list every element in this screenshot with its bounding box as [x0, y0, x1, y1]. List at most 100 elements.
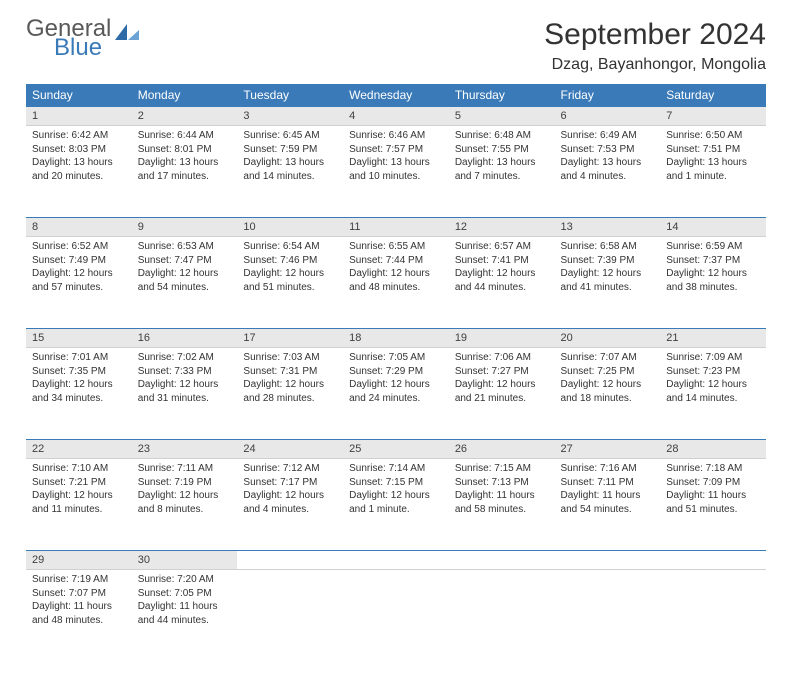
- sunset-line: Sunset: 8:01 PM: [138, 143, 232, 157]
- sunrise-line: Sunrise: 7:10 AM: [32, 462, 126, 476]
- sunset-line: Sunset: 7:07 PM: [32, 587, 126, 601]
- weekday-header: Tuesday: [237, 84, 343, 107]
- sunset-line: Sunset: 7:29 PM: [349, 365, 443, 379]
- day-number: 8: [26, 218, 132, 236]
- daylight-line: Daylight: 11 hours and 54 minutes.: [561, 489, 655, 516]
- day-number: 19: [449, 329, 555, 347]
- page-location: Dzag, Bayanhongor, Mongolia: [544, 56, 766, 74]
- sunrise-line: Sunrise: 6:52 AM: [32, 240, 126, 254]
- daylight-line: Daylight: 12 hours and 8 minutes.: [138, 489, 232, 516]
- day-content: Sunrise: 7:16 AMSunset: 7:11 PMDaylight:…: [555, 459, 661, 550]
- daylight-line: Daylight: 12 hours and 21 minutes.: [455, 378, 549, 405]
- daylight-line: Daylight: 12 hours and 1 minute.: [349, 489, 443, 516]
- sunset-line: Sunset: 7:47 PM: [138, 254, 232, 268]
- day-number: 30: [132, 551, 238, 569]
- sunset-line: Sunset: 7:55 PM: [455, 143, 549, 157]
- sunrise-line: Sunrise: 6:49 AM: [561, 129, 655, 143]
- day-content: Sunrise: 6:55 AMSunset: 7:44 PMDaylight:…: [343, 237, 449, 328]
- day-content: Sunrise: 7:09 AMSunset: 7:23 PMDaylight:…: [660, 348, 766, 439]
- day-number: 25: [343, 440, 449, 458]
- sunset-line: Sunset: 7:09 PM: [666, 476, 760, 490]
- day-number: 11: [343, 218, 449, 236]
- sunset-line: Sunset: 7:53 PM: [561, 143, 655, 157]
- day-content: Sunrise: 6:49 AMSunset: 7:53 PMDaylight:…: [555, 126, 661, 217]
- sunset-line: Sunset: 7:49 PM: [32, 254, 126, 268]
- sunrise-line: Sunrise: 7:15 AM: [455, 462, 549, 476]
- sunset-line: Sunset: 7:21 PM: [32, 476, 126, 490]
- daylight-line: Daylight: 12 hours and 38 minutes.: [666, 267, 760, 294]
- day-content: Sunrise: 6:44 AMSunset: 8:01 PMDaylight:…: [132, 126, 238, 217]
- sunset-line: Sunset: 8:03 PM: [32, 143, 126, 157]
- sunset-line: Sunset: 7:19 PM: [138, 476, 232, 490]
- sunrise-line: Sunrise: 7:19 AM: [32, 573, 126, 587]
- daylight-line: Daylight: 12 hours and 51 minutes.: [243, 267, 337, 294]
- sunrise-line: Sunrise: 6:55 AM: [349, 240, 443, 254]
- day-content: Sunrise: 7:15 AMSunset: 7:13 PMDaylight:…: [449, 459, 555, 550]
- day-number: 13: [555, 218, 661, 236]
- sunrise-line: Sunrise: 7:07 AM: [561, 351, 655, 365]
- day-content: Sunrise: 6:54 AMSunset: 7:46 PMDaylight:…: [237, 237, 343, 328]
- day-content: Sunrise: 7:19 AMSunset: 7:07 PMDaylight:…: [26, 570, 132, 661]
- weekday-header: Sunday: [26, 84, 132, 107]
- sunset-line: Sunset: 7:13 PM: [455, 476, 549, 490]
- day-content: Sunrise: 6:45 AMSunset: 7:59 PMDaylight:…: [237, 126, 343, 217]
- daylight-line: Daylight: 13 hours and 1 minute.: [666, 156, 760, 183]
- day-number: 7: [660, 107, 766, 125]
- sunset-line: Sunset: 7:59 PM: [243, 143, 337, 157]
- day-number: 10: [237, 218, 343, 236]
- daylight-line: Daylight: 12 hours and 24 minutes.: [349, 378, 443, 405]
- sunset-line: Sunset: 7:35 PM: [32, 365, 126, 379]
- day-number: 12: [449, 218, 555, 236]
- day-number: 17: [237, 329, 343, 347]
- sunset-line: Sunset: 7:27 PM: [455, 365, 549, 379]
- day-content: Sunrise: 6:46 AMSunset: 7:57 PMDaylight:…: [343, 126, 449, 217]
- sunrise-line: Sunrise: 6:54 AM: [243, 240, 337, 254]
- sunrise-line: Sunrise: 6:46 AM: [349, 129, 443, 143]
- day-content: Sunrise: 6:59 AMSunset: 7:37 PMDaylight:…: [660, 237, 766, 328]
- daylight-line: Daylight: 12 hours and 41 minutes.: [561, 267, 655, 294]
- calendar-table: SundayMondayTuesdayWednesdayThursdayFrid…: [26, 84, 766, 661]
- sunrise-line: Sunrise: 6:59 AM: [666, 240, 760, 254]
- daylight-line: Daylight: 12 hours and 14 minutes.: [666, 378, 760, 405]
- sunset-line: Sunset: 7:46 PM: [243, 254, 337, 268]
- weekday-header: Wednesday: [343, 84, 449, 107]
- day-number: 3: [237, 107, 343, 125]
- daylight-line: Daylight: 13 hours and 17 minutes.: [138, 156, 232, 183]
- day-content: Sunrise: 7:18 AMSunset: 7:09 PMDaylight:…: [660, 459, 766, 550]
- day-content: Sunrise: 6:53 AMSunset: 7:47 PMDaylight:…: [132, 237, 238, 328]
- daylight-line: Daylight: 13 hours and 10 minutes.: [349, 156, 443, 183]
- weekday-header: Saturday: [660, 84, 766, 107]
- day-content: Sunrise: 6:52 AMSunset: 7:49 PMDaylight:…: [26, 237, 132, 328]
- day-content: Sunrise: 7:02 AMSunset: 7:33 PMDaylight:…: [132, 348, 238, 439]
- sunset-line: Sunset: 7:39 PM: [561, 254, 655, 268]
- sunrise-line: Sunrise: 7:06 AM: [455, 351, 549, 365]
- daylight-line: Daylight: 12 hours and 57 minutes.: [32, 267, 126, 294]
- daylight-line: Daylight: 11 hours and 44 minutes.: [138, 600, 232, 627]
- logo-sail-icon: [113, 22, 141, 42]
- sunrise-line: Sunrise: 6:44 AM: [138, 129, 232, 143]
- sunset-line: Sunset: 7:17 PM: [243, 476, 337, 490]
- sunset-line: Sunset: 7:23 PM: [666, 365, 760, 379]
- sunrise-line: Sunrise: 7:02 AM: [138, 351, 232, 365]
- day-content: Sunrise: 7:05 AMSunset: 7:29 PMDaylight:…: [343, 348, 449, 439]
- day-content: Sunrise: 6:42 AMSunset: 8:03 PMDaylight:…: [26, 126, 132, 217]
- day-number: 27: [555, 440, 661, 458]
- day-number: 14: [660, 218, 766, 236]
- sunrise-line: Sunrise: 7:03 AM: [243, 351, 337, 365]
- weekday-header-row: SundayMondayTuesdayWednesdayThursdayFrid…: [26, 84, 766, 107]
- day-number: 22: [26, 440, 132, 458]
- day-number: 23: [132, 440, 238, 458]
- sunrise-line: Sunrise: 6:50 AM: [666, 129, 760, 143]
- day-content: Sunrise: 7:01 AMSunset: 7:35 PMDaylight:…: [26, 348, 132, 439]
- daylight-line: Daylight: 13 hours and 14 minutes.: [243, 156, 337, 183]
- weekday-header: Friday: [555, 84, 661, 107]
- sunrise-line: Sunrise: 7:09 AM: [666, 351, 760, 365]
- day-number: 28: [660, 440, 766, 458]
- daylight-line: Daylight: 11 hours and 48 minutes.: [32, 600, 126, 627]
- sunset-line: Sunset: 7:57 PM: [349, 143, 443, 157]
- day-content: Sunrise: 6:48 AMSunset: 7:55 PMDaylight:…: [449, 126, 555, 217]
- sunset-line: Sunset: 7:44 PM: [349, 254, 443, 268]
- daylight-line: Daylight: 13 hours and 7 minutes.: [455, 156, 549, 183]
- day-content: Sunrise: 7:10 AMSunset: 7:21 PMDaylight:…: [26, 459, 132, 550]
- day-number: 20: [555, 329, 661, 347]
